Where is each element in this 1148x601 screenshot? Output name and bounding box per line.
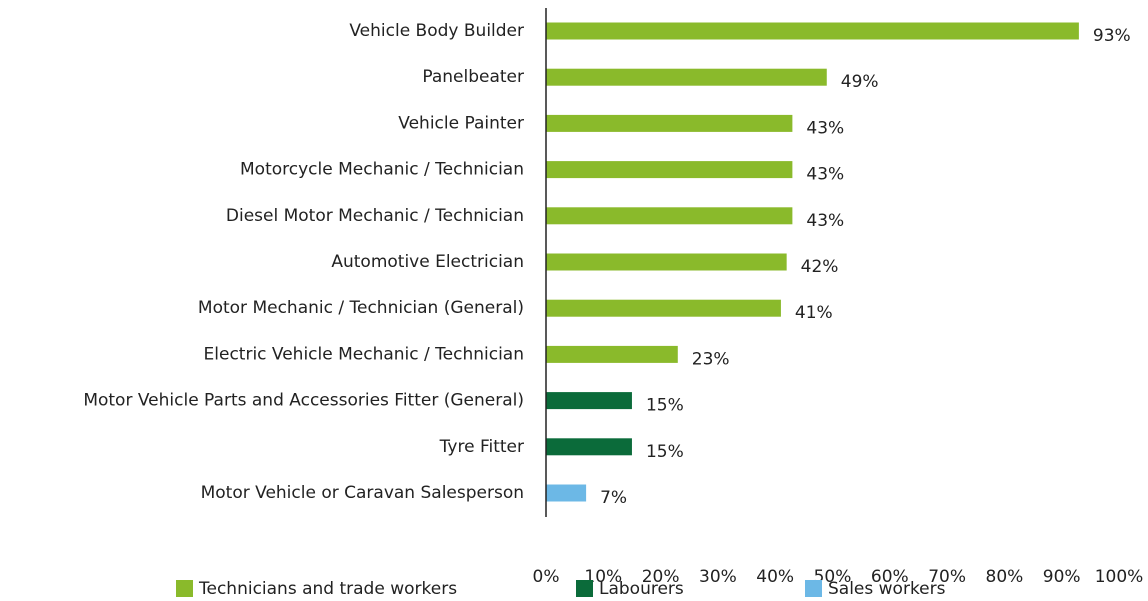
category-label: Vehicle Painter <box>398 113 524 133</box>
x-tick-label: 90% <box>1043 567 1081 587</box>
bar <box>546 484 587 502</box>
bar <box>546 207 793 225</box>
category-label: Tyre Fitter <box>439 437 524 457</box>
value-label: 15% <box>646 396 684 416</box>
x-tick-label: 50% <box>814 567 852 587</box>
category-label: Motor Vehicle Parts and Accessories Fitt… <box>83 391 524 411</box>
x-tick-label: 40% <box>756 567 794 587</box>
bar <box>546 114 793 132</box>
category-label: Electric Vehicle Mechanic / Technician <box>204 344 524 364</box>
x-tick-label: 80% <box>986 567 1024 587</box>
value-label: 43% <box>806 211 844 231</box>
x-tick-label: 10% <box>584 567 622 587</box>
x-tick-label: 20% <box>642 567 680 587</box>
bar <box>546 345 678 363</box>
value-label: 15% <box>646 442 684 462</box>
x-tick-label: 100% <box>1095 567 1144 587</box>
value-label: 41% <box>795 303 833 323</box>
x-tick-label: 30% <box>699 567 737 587</box>
legend-swatch <box>576 580 593 597</box>
bar <box>546 438 632 456</box>
category-label: Vehicle Body Builder <box>349 21 524 41</box>
x-tick-label: 70% <box>928 567 966 587</box>
x-tick-label: 60% <box>871 567 909 587</box>
bar <box>546 299 781 317</box>
legend-label: Sales workers <box>828 579 946 599</box>
category-label: Motorcycle Mechanic / Technician <box>240 160 524 180</box>
category-label: Motor Mechanic / Technician (General) <box>198 298 524 318</box>
category-label: Motor Vehicle or Caravan Salesperson <box>201 483 524 503</box>
x-tick-label: 0% <box>533 567 560 587</box>
value-label: 43% <box>806 165 844 185</box>
bar <box>546 392 632 410</box>
bar <box>546 68 827 86</box>
value-label: 7% <box>600 488 627 508</box>
legend-swatch <box>805 580 822 597</box>
value-label: 42% <box>801 257 839 277</box>
legend-label: Labourers <box>599 579 684 599</box>
value-label: 43% <box>806 118 844 138</box>
category-label: Automotive Electrician <box>331 252 524 272</box>
value-label: 23% <box>692 349 730 369</box>
value-label: 49% <box>841 72 879 92</box>
bar <box>546 22 1079 40</box>
legend-label: Technicians and trade workers <box>198 579 457 599</box>
value-label: 93% <box>1093 26 1131 46</box>
category-label: Diesel Motor Mechanic / Technician <box>226 206 524 226</box>
legend-swatch <box>176 580 193 597</box>
bar <box>546 161 793 179</box>
category-label: Panelbeater <box>422 67 524 87</box>
bar <box>546 253 787 271</box>
